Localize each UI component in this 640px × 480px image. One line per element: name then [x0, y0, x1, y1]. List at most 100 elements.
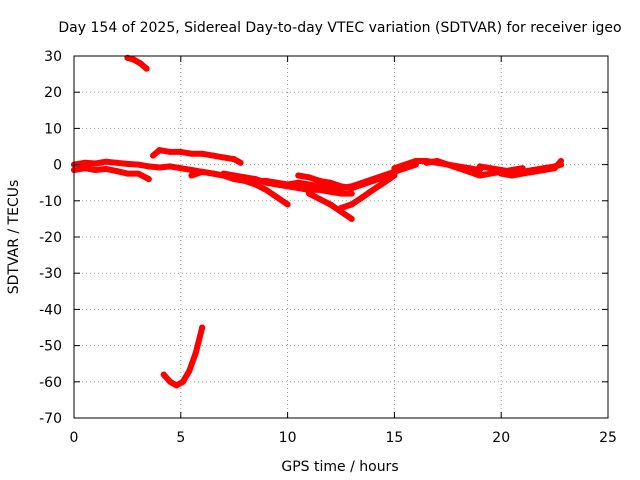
data-point [145, 163, 152, 170]
data-point [402, 161, 409, 168]
data-point [348, 201, 355, 208]
data-point [434, 157, 441, 164]
y-tick-label: -40 [39, 302, 62, 318]
data-point [160, 371, 167, 378]
y-tick-label: 30 [44, 49, 62, 65]
data-point [263, 186, 270, 193]
data-point [209, 152, 216, 159]
data-point [167, 163, 174, 170]
series-line [160, 324, 206, 389]
data-point [508, 172, 515, 179]
y-tick-label: -70 [39, 411, 62, 427]
data-point [519, 170, 526, 177]
data-point [113, 159, 120, 166]
data-point [530, 168, 537, 175]
data-point [167, 148, 174, 155]
data-point [455, 165, 462, 172]
data-point [173, 382, 180, 389]
y-tick-label: -30 [39, 266, 62, 282]
data-point [179, 378, 186, 385]
data-point [284, 183, 291, 190]
data-point [498, 170, 505, 177]
data-point [237, 159, 244, 166]
data-point [199, 168, 206, 175]
data-point [103, 165, 110, 172]
data-point [487, 165, 494, 172]
y-tick-label: -20 [39, 230, 62, 246]
data-point [137, 60, 144, 67]
data-point [305, 174, 312, 181]
data-point [348, 190, 355, 197]
data-point [476, 172, 483, 179]
data-point [124, 160, 131, 167]
data-point [252, 181, 259, 188]
data-point [412, 157, 419, 164]
data-point [167, 378, 174, 385]
data-point [231, 156, 238, 163]
data-point [284, 201, 291, 208]
data-point [327, 201, 334, 208]
data-point [423, 159, 430, 166]
data-point [348, 183, 355, 190]
data-point [124, 170, 131, 177]
data-point [252, 176, 259, 183]
data-point [540, 167, 547, 174]
data-point [338, 185, 344, 192]
data-point [359, 194, 366, 201]
y-tick-label: -10 [39, 194, 62, 210]
data-point [143, 65, 150, 72]
data-point [145, 176, 152, 183]
data-point [103, 158, 110, 165]
series-line [188, 168, 291, 208]
data-series [71, 54, 565, 389]
data-point [273, 181, 280, 188]
data-point [338, 190, 344, 197]
y-axis-label: SDTVAR / TECUs [6, 180, 22, 295]
data-point [199, 150, 206, 157]
data-point [113, 168, 120, 175]
data-point [156, 164, 163, 171]
data-point [241, 174, 248, 181]
chart-title: Day 154 of 2025, Sidereal Day-to-day VTE… [58, 20, 621, 36]
y-tick-label: 20 [44, 85, 62, 101]
data-point [273, 194, 280, 201]
data-point [305, 190, 312, 197]
data-point [370, 176, 377, 183]
x-tick-label: 0 [70, 430, 79, 446]
data-point [316, 186, 323, 193]
series-line [124, 54, 150, 72]
data-point [92, 167, 99, 174]
data-point [188, 150, 195, 157]
data-point [487, 170, 494, 177]
x-tick-label: 25 [599, 430, 617, 446]
data-point [391, 172, 398, 179]
data-point [391, 165, 398, 172]
data-point [192, 349, 199, 356]
x-tick-label: 15 [385, 430, 403, 446]
data-point [220, 154, 227, 161]
data-point [316, 195, 323, 202]
data-point [305, 181, 312, 188]
data-point [348, 215, 355, 222]
data-point [209, 170, 216, 177]
data-point [130, 56, 137, 63]
data-point [92, 160, 99, 167]
data-point [81, 159, 88, 166]
data-point [188, 172, 195, 179]
data-point [81, 165, 88, 172]
data-point [220, 170, 227, 177]
data-point [295, 172, 302, 179]
data-point [263, 179, 270, 186]
x-axis-label: GPS time / hours [281, 459, 398, 475]
y-tick-label: -60 [39, 375, 62, 391]
data-point [156, 147, 163, 154]
data-point [316, 177, 323, 184]
data-point [558, 157, 565, 164]
data-point [295, 179, 302, 186]
x-tick-label: 10 [279, 430, 297, 446]
data-point [359, 179, 366, 186]
data-point [177, 148, 184, 155]
data-point [135, 161, 142, 168]
axis-ticks: 0 5 10 15 20 25 30 20 10 0 -10 -20 -30 -40 -50 -60 -70 [39, 49, 617, 446]
